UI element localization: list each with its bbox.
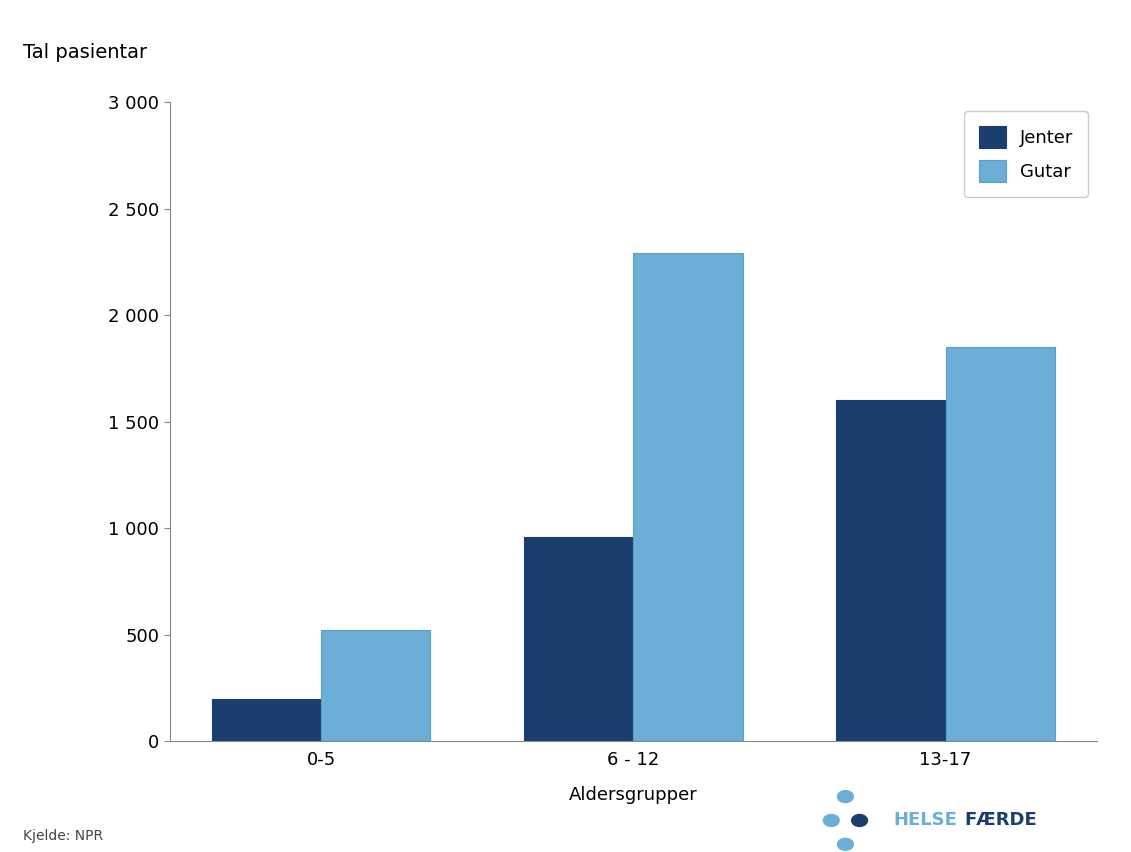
Bar [946, 348, 1055, 741]
Bar [633, 254, 743, 741]
Text: Tal pasientar: Tal pasientar [23, 43, 147, 61]
Bar [211, 699, 321, 741]
X-axis label: Aldersgrupper: Aldersgrupper [569, 786, 698, 803]
Bar [524, 537, 633, 741]
Bar [321, 630, 431, 741]
Bar [836, 400, 946, 741]
Text: HELSE: HELSE [893, 811, 957, 830]
Legend: Jenter, Gutar: Jenter, Gutar [965, 112, 1088, 197]
Text: Kjelde: NPR: Kjelde: NPR [23, 830, 103, 843]
Text: FÆRDE: FÆRDE [965, 811, 1037, 830]
